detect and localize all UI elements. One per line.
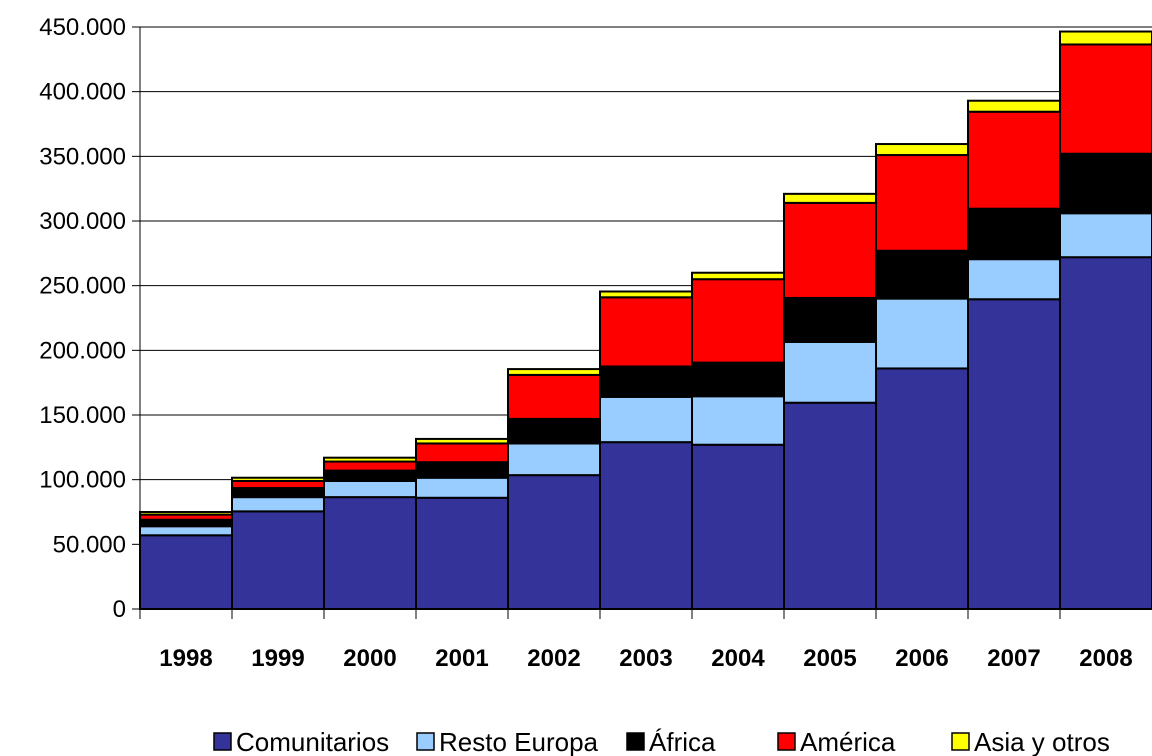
bar-segment (599, 365, 693, 398)
x-tick-label: 2007 (987, 645, 1040, 672)
legend-swatch (777, 732, 796, 751)
bar-segment (507, 373, 601, 420)
bar-segment (875, 143, 969, 157)
x-tick-label: 1998 (159, 645, 212, 672)
y-tick-label: 300.000 (39, 208, 126, 235)
bar-segment (783, 296, 877, 343)
bar-segment (783, 201, 877, 299)
bar-segment (323, 479, 417, 499)
bar-segment (783, 192, 877, 204)
bar-segment (967, 110, 1061, 210)
bar-segment (691, 443, 785, 610)
bar-segment (783, 401, 877, 611)
bar-segment (415, 442, 509, 464)
y-tick-label: 250.000 (39, 273, 126, 300)
bar-segment (967, 298, 1061, 610)
bar-segment (691, 361, 785, 398)
y-tick-label: 100.000 (39, 467, 126, 494)
legend-label: Resto Europa (439, 727, 599, 756)
legend-swatch (951, 732, 970, 751)
y-tick-label: 350.000 (39, 143, 126, 170)
bar-segment (599, 290, 693, 299)
x-tick-label: 1999 (251, 645, 304, 672)
bar-segment (139, 525, 233, 537)
bar-segment (507, 442, 601, 477)
bar-segment (415, 461, 509, 479)
axes: 0 50.000 100.000 150.000 200.000 250.000 300.0… (39, 14, 1152, 672)
bar-segment (231, 510, 325, 610)
bar-segment (875, 297, 969, 370)
bar-segment (231, 487, 325, 499)
bar-segment (1059, 152, 1152, 215)
legend-swatch (626, 732, 645, 751)
x-tick-label: 2008 (1079, 645, 1132, 672)
bar-segment (875, 367, 969, 610)
x-tick-label: 2005 (803, 645, 856, 672)
bar-segment (967, 258, 1061, 301)
bar-segment (139, 511, 233, 516)
y-tick-label: 400.000 (39, 79, 126, 106)
bar-segment (231, 479, 325, 490)
x-tick-label: 2006 (895, 645, 948, 672)
legend-label: África (649, 727, 716, 756)
bar-segment (323, 456, 417, 463)
legend-swatch (213, 732, 232, 751)
y-tick-label: 50.000 (53, 531, 126, 558)
bar-segment (783, 340, 877, 404)
bar-segment (139, 534, 233, 611)
bar-segment (323, 469, 417, 482)
bar-segment (599, 395, 693, 444)
bar-segment (691, 271, 785, 281)
y-tick-label: 450.000 (39, 14, 126, 41)
x-tick-label: 2002 (527, 645, 580, 672)
bar-segment (415, 476, 509, 499)
bar-segment (507, 474, 601, 611)
legend-swatch (416, 732, 435, 751)
bar-segment (875, 154, 969, 252)
bar-segment (507, 417, 601, 445)
y-tick-label: 150.000 (39, 402, 126, 429)
x-tick-label: 2004 (711, 645, 765, 672)
bar-segment (507, 368, 601, 376)
y-tick-label: 0 (113, 596, 126, 623)
bar-segment (323, 496, 417, 611)
bars (139, 30, 1152, 611)
legend-label: América (800, 727, 896, 756)
x-tick-label: 2001 (435, 645, 488, 672)
legend-label: Comunitarios (236, 727, 389, 756)
bar-segment (323, 460, 417, 472)
bar-segment (1059, 43, 1152, 155)
bar-segment (691, 395, 785, 446)
y-tick-label: 200.000 (39, 337, 126, 364)
bar-segment (967, 207, 1061, 261)
bar-segment (231, 476, 325, 482)
bar-segment (231, 496, 325, 513)
bar-segment (1059, 30, 1152, 46)
bar-segment (599, 441, 693, 610)
bar-segment (1059, 256, 1152, 610)
x-tick-label: 2003 (619, 645, 672, 672)
bar-segment (967, 99, 1061, 113)
bar-segment (1059, 212, 1152, 259)
legend-label: Asia y otros (974, 727, 1110, 756)
bar-segment (415, 496, 509, 611)
legend: Comunitarios Resto Europa África América Asi… (213, 727, 1110, 756)
bar-segment (875, 249, 969, 300)
bar-segment (599, 296, 693, 368)
bar-segment (415, 437, 509, 445)
bar-segment (691, 278, 785, 364)
x-tick-label: 2000 (343, 645, 396, 672)
